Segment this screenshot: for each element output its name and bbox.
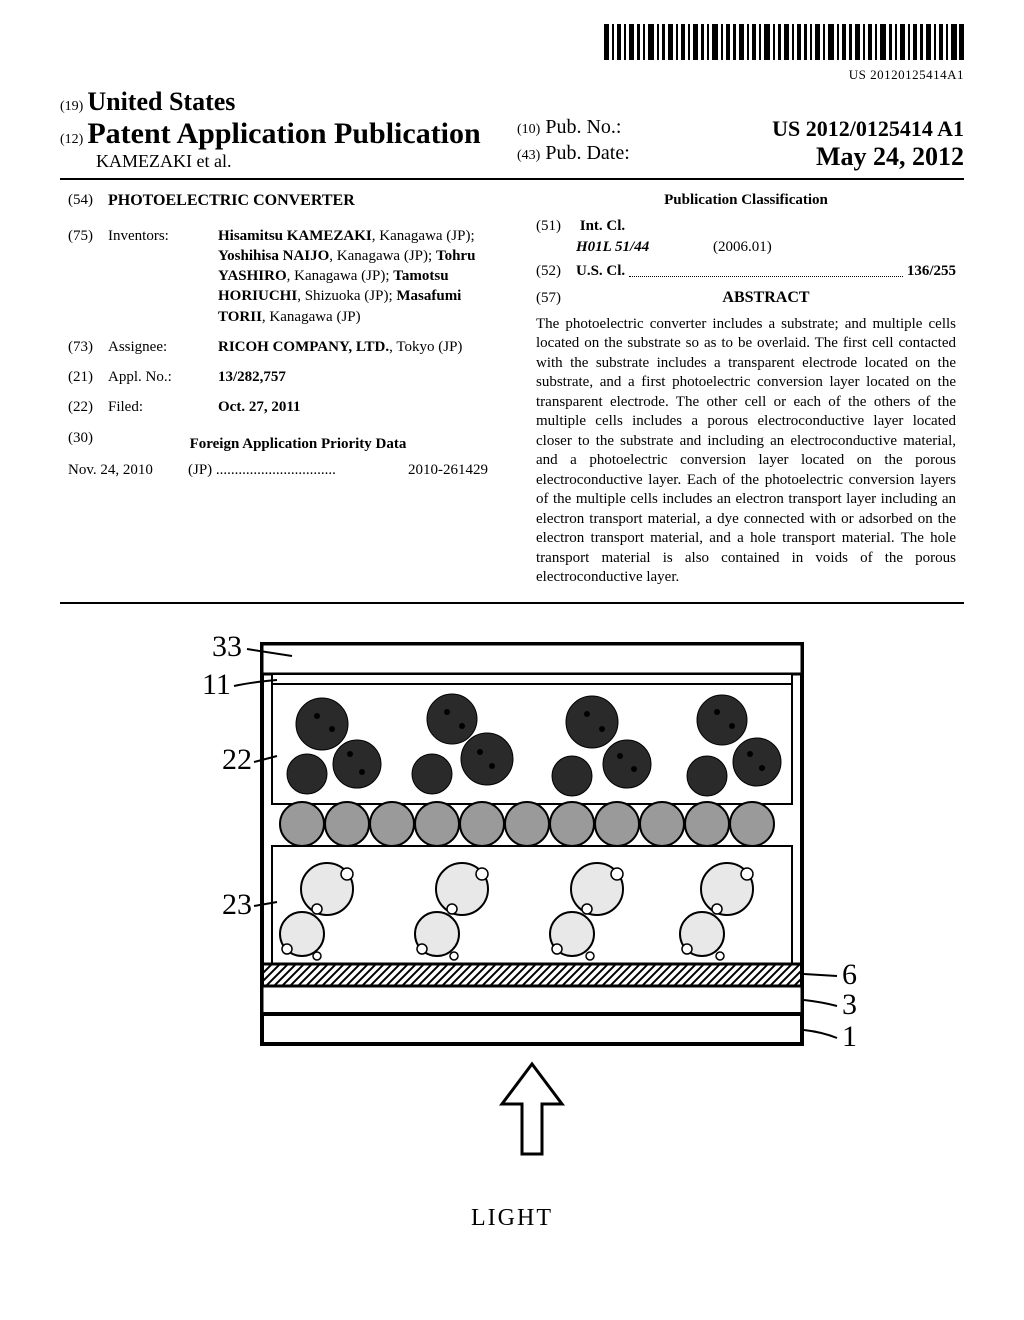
applno-row: (21) Appl. No.: 13/282,757 (68, 367, 488, 387)
title-code: (54) (68, 190, 108, 212)
priority-line: Nov. 24, 2010 (JP) .....................… (68, 460, 488, 480)
fig-label-11: 11 (202, 668, 231, 701)
assignee-label: Assignee: (108, 337, 218, 357)
fig-label-3: 3 (842, 988, 857, 1021)
inventors-code: (75) (68, 226, 108, 327)
pub-no-line: (10) Pub. No.: US 2012/0125414 A1 (517, 116, 964, 139)
figure-svg: 33 11 22 23 6 3 1 (122, 634, 902, 1194)
inventor-1: Hisamitsu KAMEZAKI, Kanagawa (JP); (218, 228, 475, 244)
light-label: LIGHT (122, 1205, 902, 1232)
priority-country: (JP) ................................ (188, 460, 408, 480)
priority-heading: Foreign Application Priority Data (108, 434, 488, 454)
priority-number: 2010-261429 (408, 460, 488, 480)
pub-date-label: Pub. Date: (545, 142, 629, 164)
patent-page: US 20120125414A1 (19) United States (12)… (0, 0, 1024, 1272)
header-row: (19) United States (12) Patent Applicati… (60, 87, 964, 180)
pub-date-line: (43) Pub. Date: May 24, 2012 (517, 142, 964, 165)
intcl-row: (51) Int. Cl. (536, 216, 956, 236)
abstract-heading: ABSTRACT (576, 287, 956, 309)
barcode-svg (604, 24, 964, 60)
priority-date: Nov. 24, 2010 (68, 460, 188, 480)
biblio-right: Publication Classification (51) Int. Cl.… (512, 190, 964, 588)
barcode-area: US 20120125414A1 (60, 24, 964, 83)
country-line: (19) United States (60, 87, 507, 117)
intcl-label: Int. Cl. (580, 218, 625, 234)
pub-date: May 24, 2012 (816, 142, 964, 172)
classification-heading: Publication Classification (536, 190, 956, 210)
intcl-class-row: H01L 51/44 (2006.01) (536, 237, 956, 257)
abstract-block: (57) ABSTRACT The photoelectric converte… (536, 281, 956, 588)
abstract-text: The photoelectric converter includes a s… (536, 315, 956, 588)
figure-svg-wrap: 33 11 22 23 6 3 1 (122, 634, 902, 1232)
authors-line: KAMEZAKI et al. (60, 151, 507, 172)
filed-row: (22) Filed: Oct. 27, 2011 (68, 397, 488, 417)
priority-block: (30) Foreign Application Priority Data N… (68, 428, 488, 481)
figure-area: 33 11 22 23 6 3 1 (60, 634, 964, 1232)
assignee-code: (73) (68, 337, 108, 357)
pub-type: Patent Application Publication (87, 117, 480, 150)
applno-label: Appl. No.: (108, 367, 218, 387)
fig-label-1: 1 (842, 1020, 857, 1053)
filed-label: Filed: (108, 397, 218, 417)
fig-label-23: 23 (222, 888, 252, 921)
barcode (604, 24, 964, 60)
abstract-code: (57) (536, 288, 576, 308)
filed-code: (22) (68, 397, 108, 417)
inventors-label: Inventors: (108, 226, 218, 327)
inventor-2: Yoshihisa NAIJO, Kanagawa (JP); (218, 248, 436, 264)
biblio-left: (54) PHOTOELECTRIC CONVERTER (75) Invent… (60, 190, 512, 588)
uscl-label: U.S. Cl. (576, 261, 625, 281)
biblio: (54) PHOTOELECTRIC CONVERTER (75) Invent… (60, 180, 964, 604)
header-right: (10) Pub. No.: US 2012/0125414 A1 (43) P… (507, 116, 964, 172)
authors: KAMEZAKI et al. (96, 151, 231, 171)
applno-code: (21) (68, 367, 108, 387)
assignee-row: (73) Assignee: RICOH COMPANY, LTD., Toky… (68, 337, 488, 357)
uscl-row: (52) U.S. Cl. 136/255 (536, 261, 956, 281)
intcl-code: (51) (536, 216, 576, 236)
title-row: (54) PHOTOELECTRIC CONVERTER (68, 190, 488, 212)
pub-no-label: Pub. No.: (545, 116, 621, 138)
code-43: (43) (517, 148, 540, 163)
header-left: (19) United States (12) Patent Applicati… (60, 87, 507, 172)
priority-code: (30) (68, 428, 108, 460)
code-19: (19) (60, 99, 83, 114)
barcode-text: US 20120125414A1 (60, 67, 964, 83)
intcl-year: (2006.01) (713, 239, 772, 255)
inventors-row: (75) Inventors: Hisamitsu KAMEZAKI, Kana… (68, 226, 488, 327)
uscl-value: 136/255 (907, 261, 956, 281)
code-12: (12) (60, 132, 83, 147)
fig-label-22: 22 (222, 743, 252, 776)
fig-label-6: 6 (842, 958, 857, 991)
uscl-dots (629, 261, 903, 277)
title: PHOTOELECTRIC CONVERTER (108, 190, 355, 212)
fig-label-33: 33 (212, 634, 242, 663)
country: United States (87, 87, 235, 116)
intcl-class: H01L 51/44 (576, 239, 649, 255)
applno-value: 13/282,757 (218, 367, 488, 387)
uscl-code: (52) (536, 261, 576, 281)
filed-value: Oct. 27, 2011 (218, 397, 488, 417)
pub-type-line: (12) Patent Application Publication (60, 117, 507, 151)
inventors-value: Hisamitsu KAMEZAKI, Kanagawa (JP); Yoshi… (218, 226, 488, 327)
code-10: (10) (517, 122, 540, 137)
pub-no: US 2012/0125414 A1 (772, 116, 964, 142)
assignee-value: RICOH COMPANY, LTD., Tokyo (JP) (218, 337, 488, 357)
